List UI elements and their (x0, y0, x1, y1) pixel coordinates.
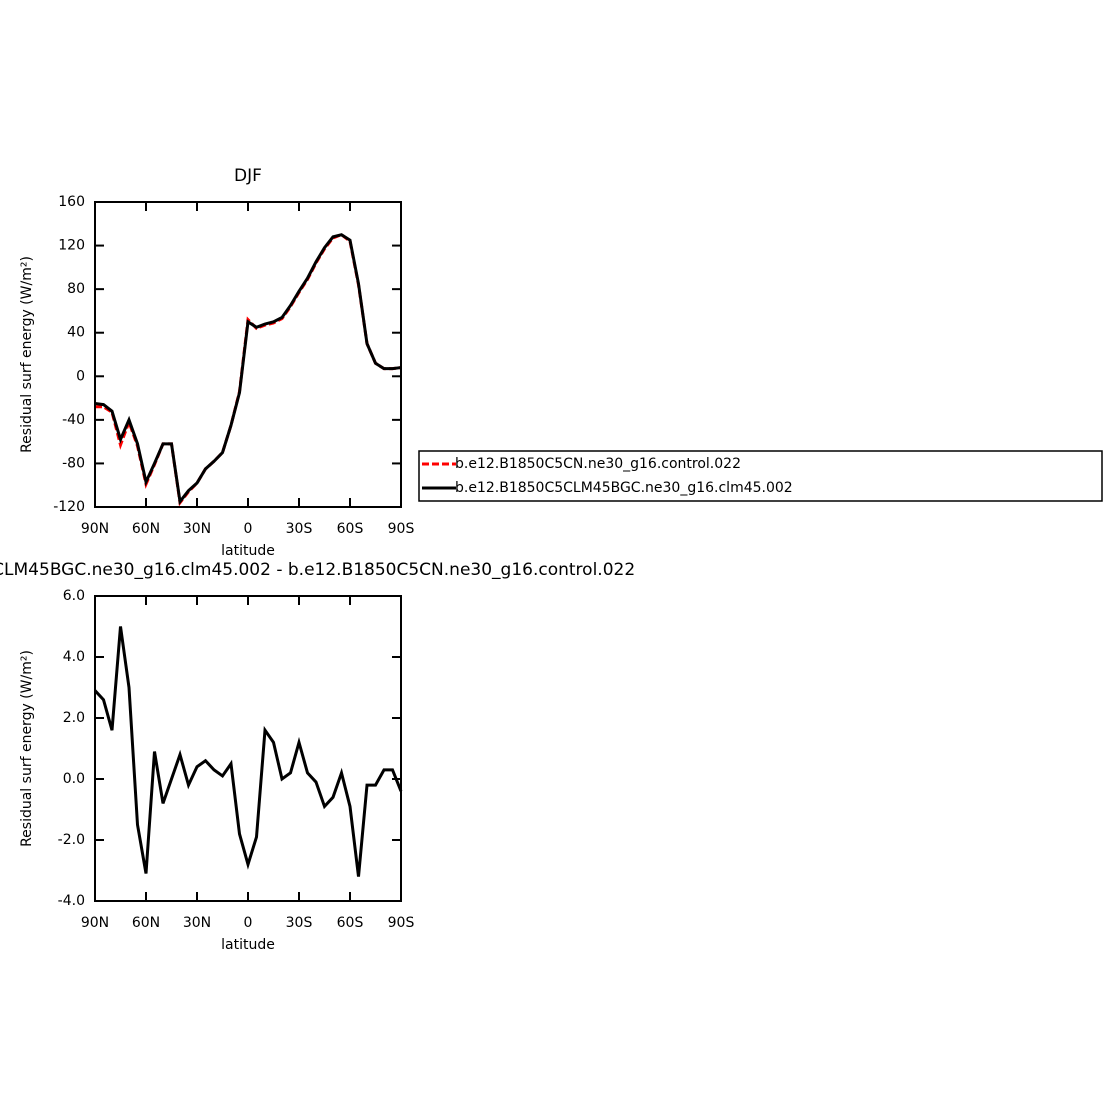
x-tick-label: 90S (388, 521, 415, 537)
chart-title: b.e12.B1850C5CLM45BGC.ne30_g16.clm45.002… (0, 560, 635, 580)
x-axis-label: latitude (221, 543, 275, 559)
y-tick-label: 6.0 (63, 588, 85, 604)
x-tick-label: 90S (388, 915, 415, 931)
y-tick-label: -40 (62, 412, 85, 428)
x-tick-label: 60S (337, 915, 364, 931)
y-tick-label: 160 (58, 194, 85, 210)
x-tick-label: 90N (81, 915, 109, 931)
x-axis-label: latitude (221, 937, 275, 953)
x-tick-label: 30S (286, 915, 313, 931)
x-tick-label: 0 (244, 915, 253, 931)
x-tick-label: 30S (286, 521, 313, 537)
x-tick-label: 30N (183, 521, 211, 537)
y-tick-label: 2.0 (63, 710, 85, 726)
x-tick-label: 90N (81, 521, 109, 537)
legend-box (418, 450, 1103, 502)
plot-frame (94, 595, 402, 902)
x-tick-label: 0 (244, 521, 253, 537)
y-tick-label: -2.0 (58, 832, 85, 848)
plot-frame (94, 201, 402, 508)
x-tick-label: 60N (132, 521, 160, 537)
y-axis-label: Residual surf energy (W/m²) (19, 650, 35, 847)
y-tick-label: 40 (67, 325, 85, 341)
x-tick-label: 60S (337, 521, 364, 537)
series-line (93, 626, 403, 877)
y-tick-label: -4.0 (58, 893, 85, 909)
y-tick-label: 0 (76, 368, 85, 384)
y-tick-label: 4.0 (63, 649, 85, 665)
y-tick-label: 120 (58, 238, 85, 254)
series-line (94, 233, 402, 506)
y-tick-label: 0.0 (63, 771, 85, 787)
chart-title: DJF (234, 166, 262, 186)
y-tick-label: 80 (67, 281, 85, 297)
y-axis-label: Residual surf energy (W/m²) (19, 256, 35, 453)
legend-label: b.e12.B1850C5CLM45BGC.ne30_g16.clm45.002 (455, 480, 793, 496)
y-tick-label: -120 (53, 499, 85, 515)
x-tick-label: 60N (132, 915, 160, 931)
y-tick-label: -80 (62, 455, 85, 471)
legend-label: b.e12.B1850C5CN.ne30_g16.control.022 (455, 456, 741, 472)
x-tick-label: 30N (183, 915, 211, 931)
